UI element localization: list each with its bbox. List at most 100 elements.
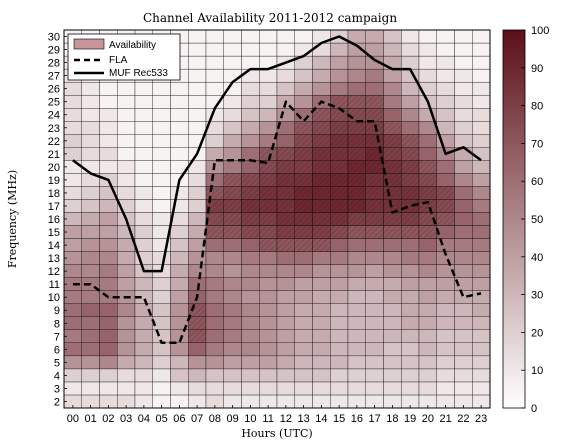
heatmap-cell-hatch xyxy=(312,108,331,122)
heatmap-cell xyxy=(472,121,491,135)
heatmap-cell xyxy=(134,134,153,148)
heatmap-cell xyxy=(276,381,295,396)
heatmap-cell xyxy=(365,355,384,370)
heatmap-cells xyxy=(63,29,491,409)
heatmap-cell-hatch xyxy=(294,134,313,148)
x-tick-label: 03 xyxy=(120,413,132,425)
heatmap-cell xyxy=(454,251,473,265)
heatmap-cell xyxy=(418,355,437,370)
heatmap-cell-hatch xyxy=(348,186,366,200)
heatmap-cell xyxy=(170,94,189,109)
heatmap-cell xyxy=(259,121,278,135)
heatmap-cell xyxy=(383,277,402,291)
heatmap-cell xyxy=(152,94,171,109)
heatmap-cell xyxy=(418,368,437,383)
heatmap-cell xyxy=(241,251,260,265)
heatmap-cell xyxy=(294,29,313,44)
heatmap-cell xyxy=(365,238,384,252)
heatmap-cell xyxy=(188,94,207,109)
y-tick-label: 2 xyxy=(54,396,60,408)
heatmap-cell xyxy=(436,355,455,370)
colorbar-tick-label: 90 xyxy=(531,63,543,75)
heatmap-cell xyxy=(472,160,491,174)
heatmap-cell xyxy=(188,186,207,200)
heatmap-cell xyxy=(223,251,242,265)
heatmap-cell xyxy=(259,277,278,291)
heatmap-cell xyxy=(223,303,242,317)
heatmap-cell-hatch xyxy=(277,147,295,161)
heatmap-cell xyxy=(472,68,491,83)
heatmap-cell xyxy=(454,68,473,83)
heatmap-cell-hatch xyxy=(241,225,260,239)
heatmap-cell xyxy=(401,251,420,265)
heatmap-cell xyxy=(383,329,402,344)
heatmap-cell xyxy=(99,134,118,148)
heatmap-cell xyxy=(294,355,313,370)
heatmap-cell xyxy=(347,277,366,291)
heatmap-cell xyxy=(81,94,100,109)
heatmap-cell xyxy=(365,68,384,83)
heatmap-cell-hatch xyxy=(277,199,295,213)
heatmap-cell xyxy=(241,355,260,370)
y-tick-label: 29 xyxy=(48,45,60,57)
heatmap-cell xyxy=(472,238,491,252)
heatmap-cell xyxy=(454,225,473,239)
heatmap-cell xyxy=(205,316,224,330)
heatmap-cell xyxy=(436,290,455,304)
y-tick-label: 13 xyxy=(48,253,60,265)
heatmap-cell xyxy=(170,225,189,239)
heatmap-cell-hatch xyxy=(312,199,331,213)
heatmap-cell xyxy=(454,160,473,174)
heatmap-cell-hatch xyxy=(223,186,242,200)
heatmap-cell xyxy=(436,316,455,330)
heatmap-cell xyxy=(294,277,313,291)
heatmap-cell xyxy=(134,81,153,96)
heatmap-cell-hatch xyxy=(330,199,348,213)
heatmap-cell-hatch xyxy=(348,199,366,213)
heatmap-cell xyxy=(383,368,402,383)
heatmap-cell xyxy=(294,94,313,109)
x-tick-label: 02 xyxy=(102,413,114,425)
heatmap-cell xyxy=(294,290,313,304)
heatmap-cell xyxy=(170,186,189,200)
heatmap-cell xyxy=(401,42,420,57)
heatmap-cell xyxy=(152,108,171,122)
heatmap-cell xyxy=(365,329,384,344)
heatmap-cell-hatch xyxy=(294,173,313,187)
heatmap-cell xyxy=(188,81,207,96)
heatmap-cell xyxy=(152,251,171,265)
heatmap-cell xyxy=(223,68,242,83)
heatmap-cell xyxy=(330,290,349,304)
colorbar-tick-label: 70 xyxy=(531,138,543,150)
heatmap-cell-hatch xyxy=(365,186,384,200)
colorbar-tick-label: 60 xyxy=(531,176,543,188)
heatmap-cell xyxy=(294,264,313,278)
heatmap-cell xyxy=(472,212,491,226)
heatmap-cell-hatch xyxy=(365,212,384,226)
heatmap-cell-hatch xyxy=(188,329,206,343)
heatmap-cell xyxy=(170,381,189,396)
heatmap-cell-hatch xyxy=(348,108,366,122)
heatmap-cell-hatch xyxy=(383,186,402,200)
heatmap-cell xyxy=(99,238,118,252)
heatmap-cell xyxy=(241,160,260,174)
heatmap-cell xyxy=(223,368,242,383)
y-tick-label: 8 xyxy=(54,318,60,330)
x-tick-label: 21 xyxy=(440,413,452,425)
heatmap-cell xyxy=(472,94,491,109)
heatmap-cell xyxy=(436,381,455,396)
heatmap-cell-hatch xyxy=(294,160,313,174)
heatmap-cell xyxy=(418,68,437,83)
heatmap-cell xyxy=(276,316,295,330)
heatmap-cell xyxy=(436,277,455,291)
y-tick-label: 14 xyxy=(48,240,60,252)
heatmap-cell xyxy=(81,225,100,239)
heatmap-cell xyxy=(276,277,295,291)
heatmap-cell xyxy=(365,303,384,317)
heatmap-cell xyxy=(365,81,384,96)
heatmap-cell xyxy=(99,225,118,239)
y-tick-label: 4 xyxy=(54,370,60,382)
heatmap-cell xyxy=(418,251,437,265)
heatmap-cell xyxy=(276,68,295,83)
heatmap-cell xyxy=(117,277,136,291)
